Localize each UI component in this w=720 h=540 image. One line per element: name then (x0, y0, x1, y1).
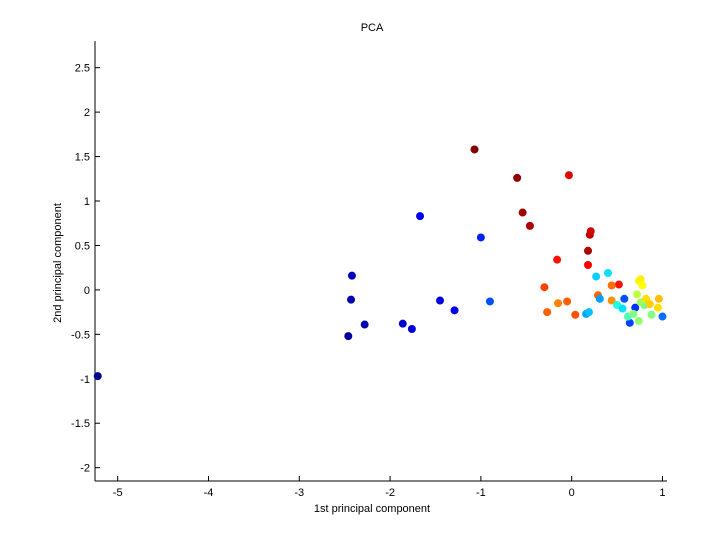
data-point (360, 320, 369, 329)
data-point (553, 255, 562, 264)
data-point (518, 208, 527, 217)
y-tick-label: -2 (80, 463, 90, 475)
data-point (658, 312, 667, 321)
data-point (645, 300, 654, 309)
y-tick-label: -0.5 (71, 329, 90, 341)
data-point (625, 318, 634, 327)
plot-area (94, 41, 667, 482)
data-point (654, 294, 663, 303)
data-point (543, 308, 552, 317)
data-point (476, 233, 485, 242)
data-point (595, 294, 604, 303)
x-axis: -5 -4 -3 -2 -1 0 1 (113, 476, 666, 499)
x-tick-label: 1 (659, 487, 665, 499)
x-tick-label: -5 (113, 487, 123, 499)
data-point (398, 319, 407, 328)
chart-title: PCA (361, 22, 384, 34)
data-point (584, 308, 593, 317)
data-point (614, 280, 623, 289)
x-tick-label: -2 (385, 487, 395, 499)
y-tick-label: 2 (84, 107, 90, 119)
y-tick-label: -1 (80, 374, 90, 386)
data-point (607, 281, 616, 290)
data-point (634, 317, 643, 325)
data-point (554, 299, 563, 308)
data-point (347, 295, 356, 304)
y-tick-label: -1.5 (71, 418, 90, 430)
data-point (603, 269, 612, 277)
data-point (592, 272, 601, 281)
data-point (563, 297, 572, 306)
data-point (436, 296, 445, 305)
data-point (620, 294, 629, 303)
data-point (631, 303, 640, 312)
data-point (584, 246, 593, 255)
y-axis: -2 -1.5 -1 -0.5 0 0.5 1 1.5 2 2.5 (71, 63, 100, 475)
data-point (607, 296, 616, 305)
data-point (564, 171, 573, 180)
data-point (647, 310, 656, 319)
data-point (571, 310, 580, 319)
x-axis-label: 1st principal component (314, 503, 430, 515)
data-point (513, 173, 522, 182)
y-tick-label: 0 (84, 285, 90, 297)
data-point (629, 309, 638, 318)
x-tick-label: -3 (294, 487, 304, 499)
y-axis-label: 2nd principal component (52, 203, 64, 323)
x-tick-label: 0 (569, 487, 575, 499)
data-point (653, 303, 662, 312)
data-point (618, 304, 627, 313)
data-point (584, 261, 593, 269)
data-point (407, 325, 416, 333)
data-point (633, 290, 642, 299)
data-point (636, 275, 645, 284)
y-tick-label: 1.5 (75, 152, 90, 164)
data-points (93, 145, 667, 381)
y-tick-label: 1 (84, 196, 90, 208)
data-point (638, 281, 647, 290)
data-point (485, 297, 494, 306)
data-point (344, 332, 353, 341)
data-point (470, 145, 479, 154)
y-tick-label: 0.5 (75, 240, 90, 252)
data-point (416, 212, 425, 221)
data-point (586, 227, 595, 236)
data-point (93, 372, 102, 381)
data-point (450, 306, 459, 315)
x-tick-label: -4 (204, 487, 214, 499)
x-tick-label: -1 (476, 487, 486, 499)
data-point (540, 283, 549, 292)
data-point (525, 221, 534, 230)
data-point (347, 271, 356, 280)
y-tick-label: 2.5 (75, 63, 90, 75)
